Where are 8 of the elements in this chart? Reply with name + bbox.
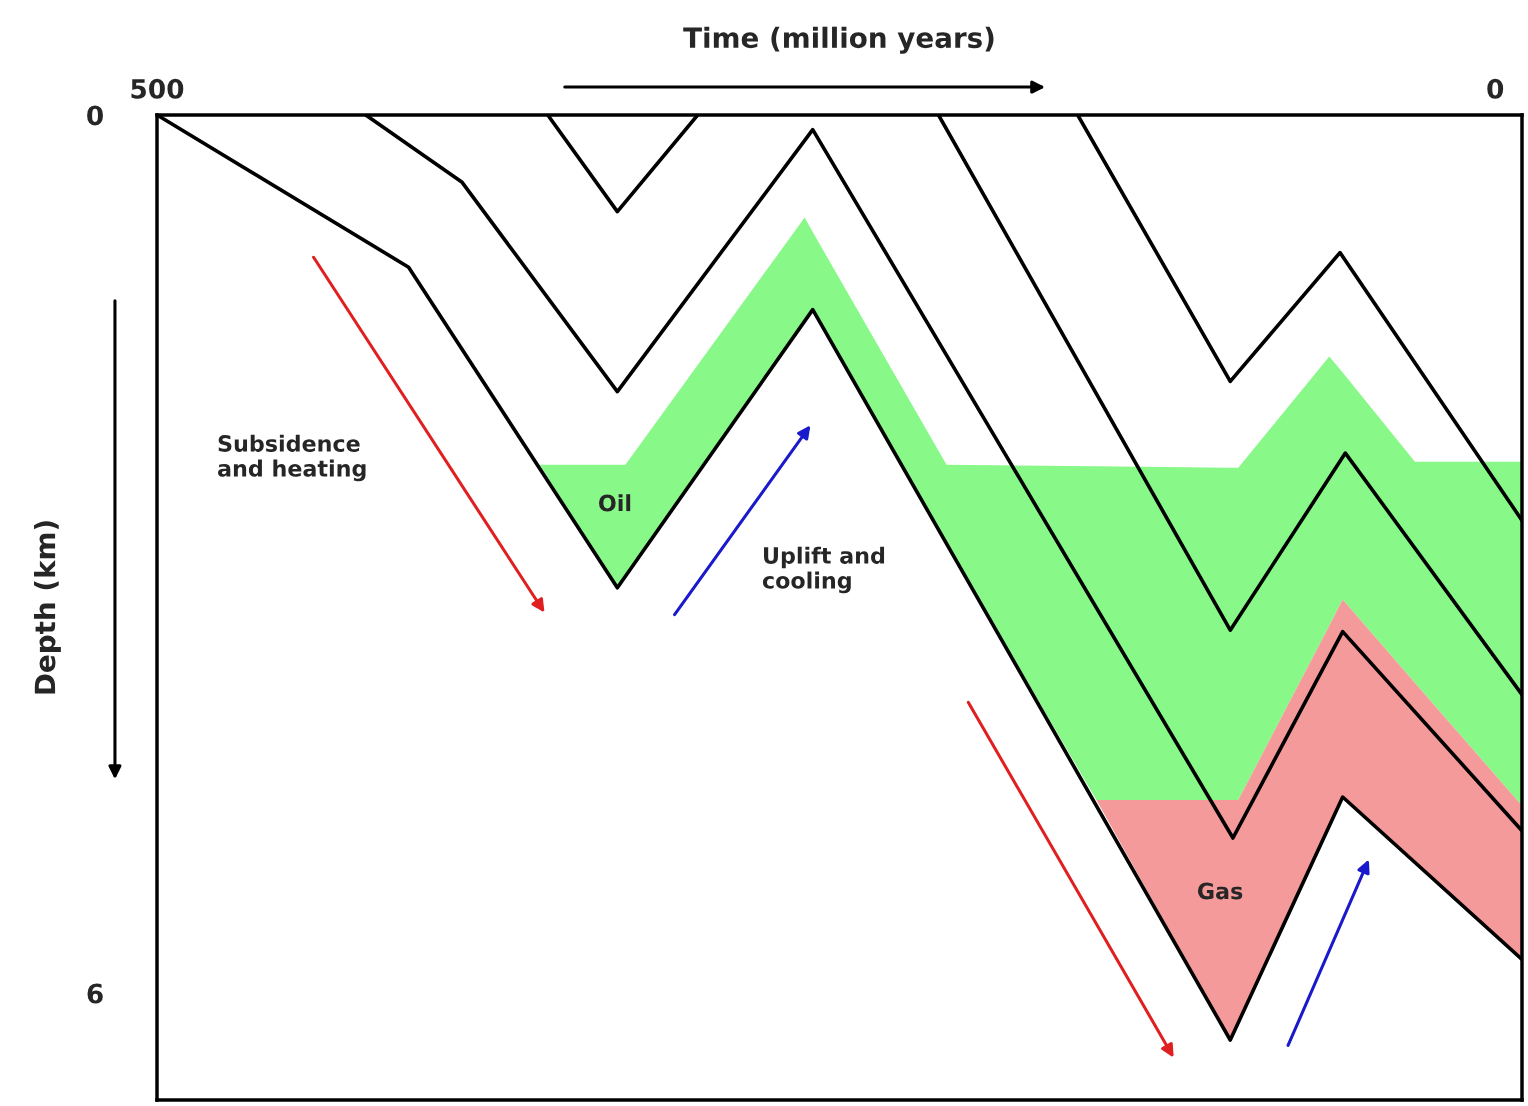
x-axis-title: Time (million years) <box>683 26 994 54</box>
x-tick-label: 500 <box>131 78 184 99</box>
annotation: Oil <box>599 494 631 512</box>
y-axis-title: Depth (km) <box>33 521 61 694</box>
annotation: Uplift and cooling <box>762 546 885 594</box>
annotation: Subsidence and heating <box>218 434 366 482</box>
y-tick-label: 6 <box>87 983 103 1004</box>
annotation: Gas <box>1197 882 1243 900</box>
